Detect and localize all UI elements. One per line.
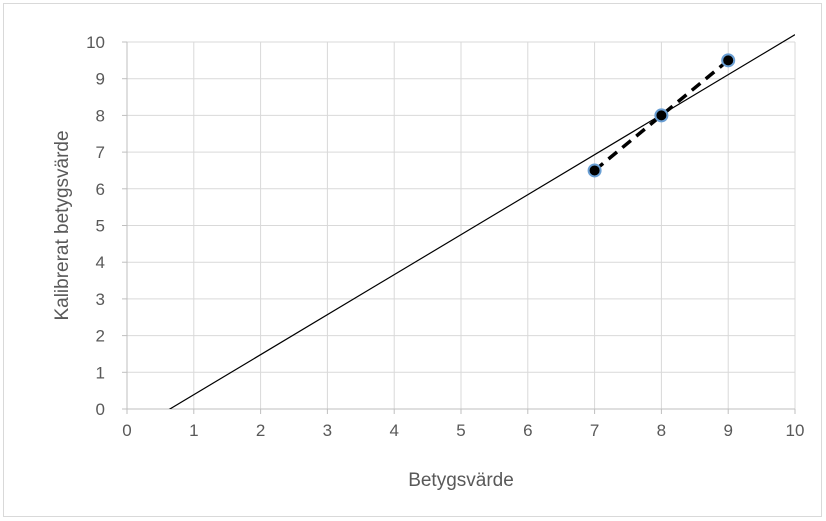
y-tick-label-4: 4 [96, 253, 105, 272]
x-tick-label-3: 3 [323, 421, 332, 440]
y-tick-label-0: 0 [96, 400, 105, 419]
y-tick-label-2: 2 [96, 327, 105, 346]
x-tick-label-4: 4 [389, 421, 398, 440]
y-tick-label-10: 10 [86, 33, 105, 52]
chart-area [3, 3, 822, 517]
series [168, 34, 795, 409]
data-point-0 [587, 163, 602, 178]
x-tick-label-7: 7 [590, 421, 599, 440]
reference-line [168, 34, 795, 409]
x-axis-title: Betygsvärde [408, 470, 514, 491]
x-tick-label-6: 6 [523, 421, 532, 440]
y-tick-label-7: 7 [96, 143, 105, 162]
y-tick-label-3: 3 [96, 290, 105, 309]
x-tick-label-5: 5 [456, 421, 465, 440]
axes [122, 41, 796, 414]
dashed-series-line [593, 58, 730, 172]
x-tick-label-2: 2 [256, 421, 265, 440]
data-point-1 [654, 108, 669, 123]
y-tick-label-6: 6 [96, 180, 105, 199]
y-tick-label-5: 5 [96, 217, 105, 236]
y-tick-label-9: 9 [96, 70, 105, 89]
y-axis-title: Kalibrerat betygsvärde [52, 130, 73, 320]
data-point-2 [721, 53, 736, 68]
x-tick-label-10: 10 [786, 421, 805, 440]
gridlines [127, 41, 796, 409]
tick-labels: 0 1 2 3 4 5 6 7 8 9 10 0 1 2 3 4 5 6 7 8 9 10 [86, 33, 804, 440]
x-tick-label-0: 0 [122, 421, 131, 440]
x-tick-label-1: 1 [189, 421, 198, 440]
x-tick-label-8: 8 [657, 421, 666, 440]
y-tick-label-8: 8 [96, 106, 105, 125]
x-tick-label-9: 9 [723, 421, 732, 440]
y-tick-label-1: 1 [96, 363, 105, 382]
